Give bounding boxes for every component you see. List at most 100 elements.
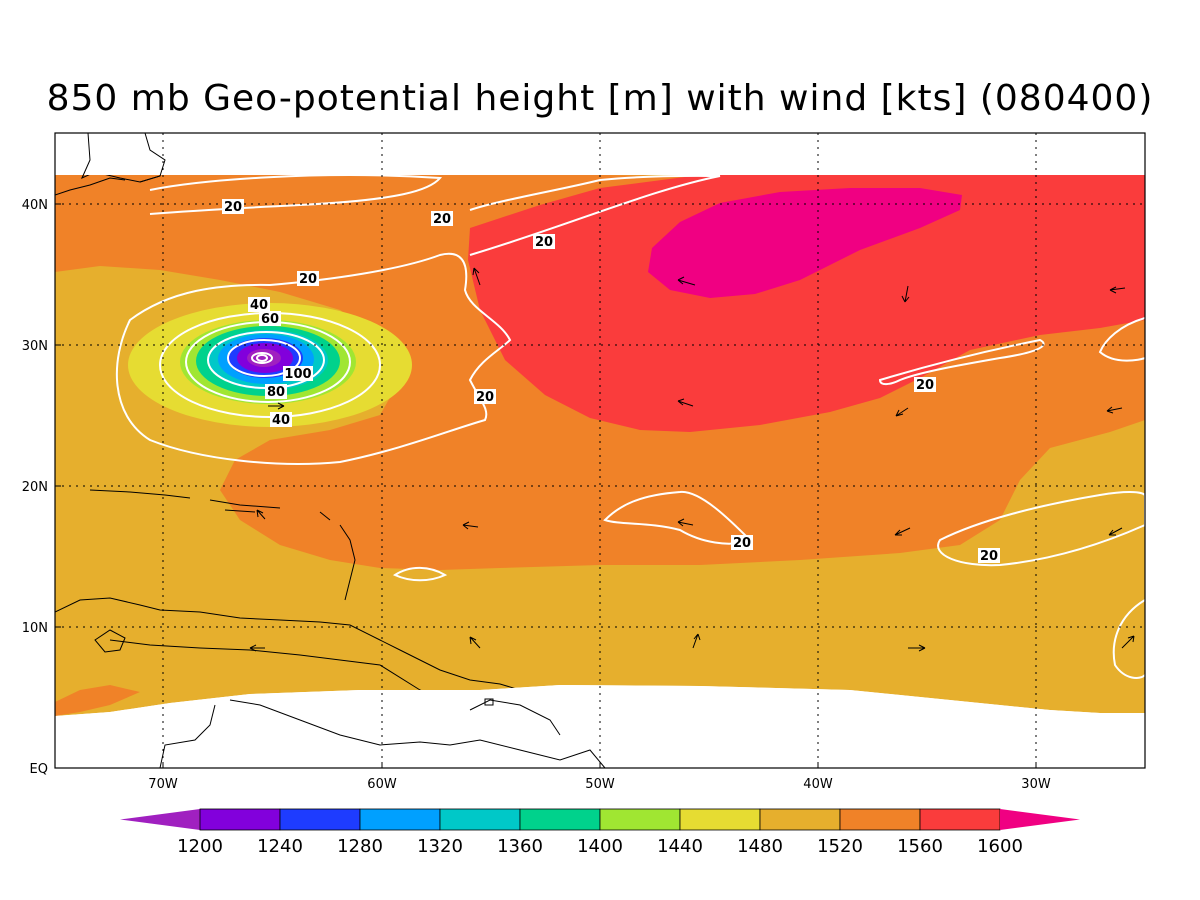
contour-label: 40 (270, 412, 292, 428)
colorbar-label: 1440 (657, 836, 703, 857)
colorbar-label: 1600 (977, 836, 1023, 857)
lon-tick-labels: 70W 60W 50W 40W 30W (148, 777, 1051, 792)
colorbar-label: 1560 (897, 836, 943, 857)
wind-arrow (268, 402, 285, 410)
lon-tick-label: 60W (367, 777, 397, 792)
colorbar-swatch (759, 808, 841, 831)
contour-label: 20 (297, 271, 319, 287)
wind-arrow (677, 518, 694, 527)
shade-above-1600 (648, 188, 962, 298)
wind-arrow (256, 509, 266, 520)
colorbar-swatch (679, 808, 761, 831)
coastline-peninsula (94, 629, 126, 653)
colorbar-label: 1480 (737, 836, 783, 857)
wind-arrow (692, 633, 701, 649)
lat-tick-label: 40N (22, 198, 48, 213)
wind-arrow (677, 398, 694, 407)
contour-label: 20 (731, 535, 753, 551)
coastline-top (81, 132, 166, 183)
wind-arrow (1106, 406, 1123, 414)
wind-arrow (901, 285, 910, 303)
wind-contour-100 (227, 339, 301, 377)
colorbar-swatch (279, 808, 361, 831)
wind-contour-eye (256, 354, 268, 362)
contour-label: 20 (914, 377, 936, 393)
svg-text:40: 40 (272, 413, 290, 428)
svg-text:80: 80 (267, 385, 285, 400)
svg-text:20: 20 (916, 378, 934, 393)
wind-contour-20 (878, 338, 1045, 386)
lat-tick-label: 30N (22, 339, 48, 354)
lat-tick-label: EQ (30, 762, 48, 777)
wind-arrow (908, 644, 926, 652)
wind-arrow (469, 636, 481, 649)
height-field (55, 133, 1145, 768)
map-title: 850 mb Geo-potential height [m] with win… (46, 78, 1154, 119)
svg-text:20: 20 (433, 212, 451, 227)
contour-label: 80 (265, 384, 287, 400)
wind-contour-20 (115, 252, 512, 465)
colorbar-swatch (839, 808, 921, 831)
svg-text:20: 20 (733, 536, 751, 551)
wind-vectors (249, 267, 1135, 652)
shade-1600 (468, 175, 1145, 432)
lat-tick-label: 20N (22, 480, 48, 495)
colorbar-label: 1360 (497, 836, 543, 857)
colorbar-label: 1320 (417, 836, 463, 857)
svg-text:20: 20 (535, 235, 553, 250)
wind-arrow (677, 276, 696, 286)
lat-tick-label: 10N (22, 621, 48, 636)
colorbar-label: 1520 (817, 836, 863, 857)
colorbar-swatch (359, 808, 441, 831)
lat-tick-labels: EQ 10N 20N 30N 40N (22, 198, 48, 777)
colorbar: 1200 1240 1280 1320 1360 1400 1440 1480 1520 1560… (120, 808, 1080, 857)
svg-text:100: 100 (284, 367, 311, 382)
colorbar-swatch (439, 808, 521, 831)
wind-arrow (249, 644, 265, 652)
lon-tick-label: 50W (585, 777, 615, 792)
svg-text:20: 20 (224, 200, 242, 215)
wind-arrow (462, 521, 479, 530)
wind-contour-20 (1112, 599, 1145, 679)
no-data-region (55, 685, 1145, 769)
svg-text:40: 40 (250, 298, 268, 313)
colorbar-swatch (599, 808, 681, 831)
colorbar-label: 1240 (257, 836, 303, 857)
contour-label: 20 (533, 234, 555, 250)
svg-text:20: 20 (476, 390, 494, 405)
wind-contour-eye (251, 352, 273, 364)
tick-marks (55, 203, 1037, 769)
wind-arrow (1121, 635, 1135, 649)
colorbar-label: 1400 (577, 836, 623, 857)
contour-label: 20 (474, 389, 496, 405)
lon-tick-label: 70W (148, 777, 178, 792)
wind-contour-20 (392, 566, 448, 582)
colorbar-swatch (199, 808, 281, 831)
wind-arrow (895, 407, 909, 417)
contour-label: 60 (259, 311, 281, 327)
colorbar-swatch (519, 808, 601, 831)
contour-label: 20 (431, 211, 453, 227)
colorbar-label: 1280 (337, 836, 383, 857)
lon-tick-label: 40W (803, 777, 833, 792)
wind-arrow (472, 267, 481, 286)
colorbar-label: 1200 (177, 836, 223, 857)
colorbar-arrow-high (1000, 809, 1080, 830)
colorbar-swatch (919, 808, 1001, 831)
wind-arrow (1108, 527, 1123, 536)
contour-label: 20 (222, 199, 244, 215)
contour-label: 100 (283, 366, 313, 382)
wind-contour-20 (1098, 317, 1145, 362)
wind-arrow (1109, 286, 1126, 294)
lon-tick-label: 30W (1021, 777, 1051, 792)
coastline-nova-scotia (55, 177, 126, 196)
svg-text:20: 20 (299, 272, 317, 287)
colorbar-arrow-low (120, 809, 200, 830)
contour-label: 40 (248, 297, 270, 313)
coastline-caribbean-islands (89, 489, 356, 601)
contour-labels: 20 20 20 20 40 60 100 80 40 20 20 20 20 (222, 199, 1000, 564)
graticule (55, 133, 1145, 768)
contour-label: 20 (978, 548, 1000, 564)
svg-text:20: 20 (980, 549, 998, 564)
wind-contour-20 (469, 174, 721, 256)
